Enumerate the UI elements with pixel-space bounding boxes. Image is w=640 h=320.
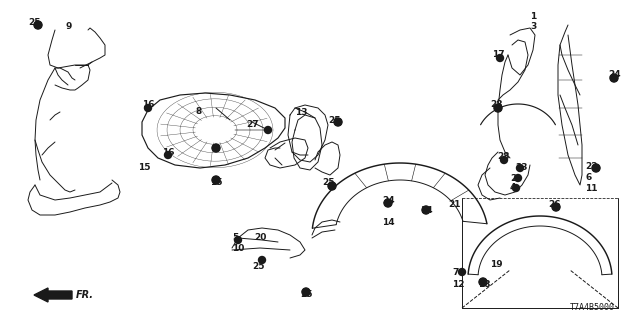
Circle shape	[335, 118, 342, 125]
Text: 25: 25	[28, 18, 40, 27]
Text: 25: 25	[322, 178, 335, 187]
Circle shape	[552, 204, 559, 211]
Text: 18: 18	[478, 280, 490, 289]
Circle shape	[497, 54, 504, 61]
Text: 28: 28	[490, 100, 502, 109]
Circle shape	[212, 176, 220, 184]
Text: 16: 16	[142, 100, 154, 109]
Bar	[303, 290, 308, 294]
Text: T7A4B5000: T7A4B5000	[570, 303, 615, 312]
Circle shape	[495, 105, 502, 111]
Circle shape	[592, 164, 600, 172]
Text: 1: 1	[530, 12, 536, 21]
Circle shape	[593, 164, 600, 172]
Circle shape	[264, 126, 271, 133]
Text: 5: 5	[232, 233, 238, 242]
Circle shape	[500, 156, 508, 164]
Bar	[495, 106, 500, 110]
Text: 15: 15	[210, 178, 223, 187]
Text: 9: 9	[65, 22, 72, 31]
Bar	[515, 175, 520, 180]
Circle shape	[513, 185, 520, 191]
Text: 26: 26	[548, 200, 561, 209]
Circle shape	[145, 105, 152, 111]
Text: 14: 14	[382, 218, 395, 227]
Circle shape	[422, 206, 429, 213]
Circle shape	[328, 182, 335, 189]
Circle shape	[458, 268, 465, 276]
FancyArrow shape	[34, 288, 72, 302]
Bar	[513, 186, 518, 190]
Circle shape	[212, 177, 220, 183]
Circle shape	[212, 145, 220, 151]
Circle shape	[422, 206, 430, 214]
Circle shape	[35, 21, 42, 28]
Text: 24: 24	[608, 70, 621, 79]
Circle shape	[610, 74, 618, 82]
Circle shape	[384, 199, 392, 207]
Circle shape	[164, 151, 172, 158]
Circle shape	[328, 182, 336, 190]
Circle shape	[303, 289, 310, 295]
Text: 4: 4	[510, 183, 516, 192]
Text: 21: 21	[448, 200, 461, 209]
Text: 27: 27	[246, 120, 259, 129]
Text: 13: 13	[295, 108, 307, 117]
Bar	[502, 157, 506, 163]
Circle shape	[515, 174, 522, 181]
Bar	[145, 106, 150, 110]
Circle shape	[516, 164, 524, 172]
Text: 6: 6	[585, 173, 591, 182]
Text: 25: 25	[300, 290, 312, 299]
Text: 20: 20	[254, 233, 266, 242]
Circle shape	[234, 236, 241, 244]
Text: 23: 23	[515, 163, 527, 172]
Bar	[236, 237, 241, 243]
Bar	[259, 258, 264, 262]
Circle shape	[385, 199, 392, 206]
Text: 3: 3	[530, 22, 536, 31]
Text: 19: 19	[490, 260, 502, 269]
Text: 2: 2	[510, 174, 516, 183]
Text: 25: 25	[252, 262, 264, 271]
Text: 12: 12	[452, 280, 465, 289]
Text: 17: 17	[492, 50, 504, 59]
Text: 15: 15	[138, 163, 150, 172]
Text: 22: 22	[585, 162, 598, 171]
Circle shape	[34, 21, 42, 29]
Text: 28: 28	[497, 152, 509, 161]
Text: 8: 8	[196, 107, 202, 116]
Bar	[166, 153, 170, 157]
Bar	[518, 165, 522, 171]
Circle shape	[259, 257, 266, 263]
Text: 10: 10	[232, 244, 244, 253]
Text: 11: 11	[585, 184, 598, 193]
Circle shape	[479, 278, 487, 286]
Circle shape	[479, 278, 486, 285]
Bar	[481, 279, 486, 284]
Text: 7: 7	[452, 268, 458, 277]
Circle shape	[611, 75, 618, 82]
Text: 16: 16	[162, 148, 175, 157]
Circle shape	[552, 203, 560, 211]
Text: 14: 14	[420, 206, 433, 215]
Circle shape	[334, 118, 342, 126]
Circle shape	[212, 144, 220, 152]
Text: 25: 25	[328, 116, 340, 125]
Circle shape	[494, 104, 502, 112]
Text: 24: 24	[382, 196, 395, 205]
Bar	[35, 22, 40, 28]
Circle shape	[302, 288, 310, 296]
Bar	[497, 55, 502, 60]
Text: FR.: FR.	[76, 290, 94, 300]
Bar	[554, 204, 559, 210]
